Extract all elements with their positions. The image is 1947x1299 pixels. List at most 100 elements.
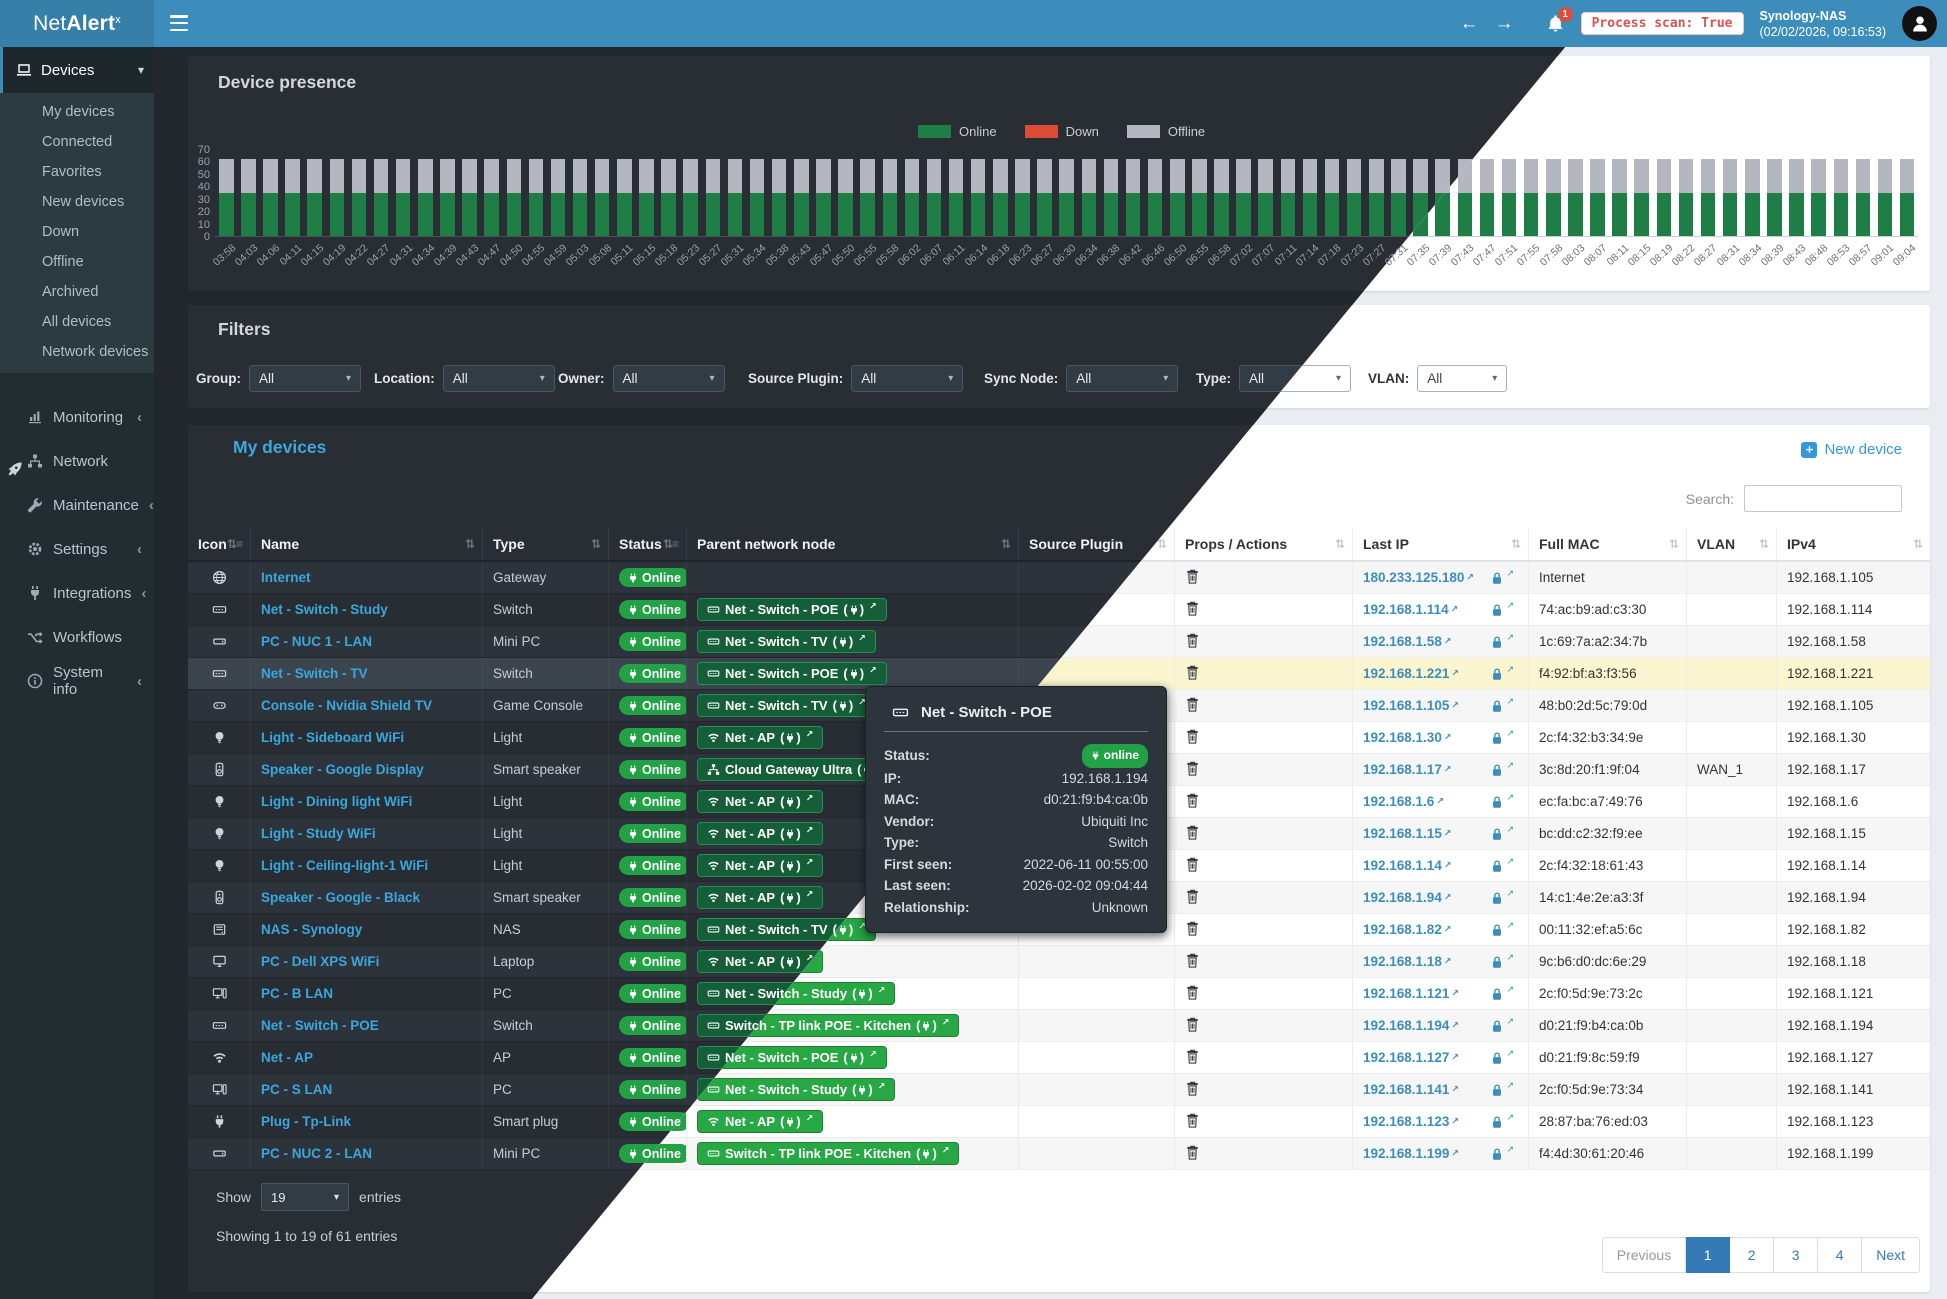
parent-node-button[interactable]: Net - AP () ↗ <box>697 790 824 813</box>
parent-node-button[interactable]: Net - Switch - POE () ↗ <box>697 1046 887 1069</box>
last-ip-link[interactable]: 192.168.1.199 <box>1363 1146 1450 1161</box>
lock-icon[interactable]: ↗ <box>1490 728 1514 745</box>
parent-node-button[interactable]: Net - AP () ↗ <box>697 854 824 877</box>
pagination-3-page[interactable]: 3 <box>1774 1237 1819 1273</box>
parent-node-button[interactable]: Net - AP () ↗ <box>697 886 824 909</box>
last-ip-link[interactable]: 180.233.125.180 <box>1363 570 1465 585</box>
last-ip-link[interactable]: 192.168.1.141 <box>1363 1082 1450 1097</box>
column-header-vlan[interactable]: VLAN ⇅ <box>1686 528 1776 560</box>
column-header-name[interactable]: Name ⇅ <box>250 528 482 560</box>
parent-node-button[interactable]: Net - AP () ↗ <box>697 950 824 973</box>
column-header-props-actions[interactable]: Props / Actions ⇅ <box>1174 528 1352 560</box>
sidebar-item-network[interactable]: Network <box>0 439 154 483</box>
sidebar-item-my-devices[interactable]: My devices <box>42 104 115 120</box>
last-ip-link[interactable]: 192.168.1.6 <box>1363 794 1435 809</box>
sidebar-item-archived[interactable]: Archived <box>42 284 99 300</box>
filter-source-plugin-select[interactable]: All ▾ <box>851 365 964 392</box>
last-ip-link[interactable]: 192.168.1.58 <box>1363 634 1442 649</box>
device-name-link[interactable]: Speaker - Google - Black <box>261 890 421 905</box>
lock-icon[interactable]: ↗ <box>1490 1016 1514 1033</box>
device-name-link[interactable]: Light - Ceiling-light-1 WiFi <box>261 858 429 873</box>
delete-device-button[interactable] <box>1185 921 1200 939</box>
lock-icon[interactable]: ↗ <box>1490 600 1514 617</box>
sidebar-item-network-devices[interactable]: Network devices <box>42 344 149 360</box>
sidebar-item-maintenance[interactable]: Maintenance ‹ <box>0 483 154 527</box>
last-ip-link[interactable]: 192.168.1.17 <box>1363 762 1442 777</box>
lock-icon[interactable]: ↗ <box>1490 664 1514 681</box>
pagination-4-page[interactable]: 4 <box>1818 1237 1863 1273</box>
parent-node-button[interactable]: Net - AP () ↗ <box>697 822 824 845</box>
device-name-link[interactable]: Speaker - Google Display <box>261 762 424 777</box>
last-ip-link[interactable]: 192.168.1.94 <box>1363 890 1442 905</box>
filter-owner-select[interactable]: All ▾ <box>612 365 725 392</box>
device-name-link[interactable]: Plug - Tp-Link <box>261 1114 351 1129</box>
parent-node-button[interactable]: Net - Switch - TV () ↗ <box>697 630 876 653</box>
filter-vlan-select[interactable]: All ▾ <box>1417 365 1508 392</box>
parent-node-button[interactable]: Net - AP () ↗ <box>697 1110 824 1133</box>
lock-icon[interactable]: ↗ <box>1490 760 1514 777</box>
device-name-link[interactable]: Console - Nvidia Shield TV <box>261 698 433 713</box>
column-header-full-mac[interactable]: Full MAC ⇅ <box>1528 528 1686 560</box>
delete-device-button[interactable] <box>1185 729 1200 747</box>
parent-node-button[interactable]: Net - Switch - POE () ↗ <box>697 598 887 621</box>
lock-icon[interactable]: ↗ <box>1490 568 1514 585</box>
delete-device-button[interactable] <box>1185 889 1200 907</box>
delete-device-button[interactable] <box>1185 825 1200 843</box>
delete-device-button[interactable] <box>1185 761 1200 779</box>
pagination-next[interactable]: Next <box>1862 1237 1920 1273</box>
forward-icon[interactable]: → <box>1494 13 1514 34</box>
lock-icon[interactable]: ↗ <box>1490 1080 1514 1097</box>
device-name-link[interactable]: Light - Sideboard WiFi <box>261 730 405 745</box>
column-header-last-ip[interactable]: Last IP ⇅ <box>1352 528 1528 560</box>
sidebar-item-offline[interactable]: Offline <box>42 254 84 270</box>
lock-icon[interactable]: ↗ <box>1490 856 1514 873</box>
sidebar-item-new-devices[interactable]: New devices <box>42 194 125 210</box>
device-name-link[interactable]: PC - S LAN <box>261 1082 333 1097</box>
device-name-link[interactable]: Net - Switch - Study <box>261 602 388 617</box>
parent-node-button[interactable]: Net - AP () ↗ <box>697 726 824 749</box>
filter-group-select[interactable]: All ▾ <box>249 365 361 392</box>
column-header-ipv4[interactable]: IPv4 ⇅ <box>1776 528 1930 560</box>
parent-node-button[interactable]: Net - Switch - POE () ↗ <box>697 662 887 685</box>
device-name-link[interactable]: NAS - Synology <box>261 922 363 937</box>
parent-node-button[interactable]: Net - Switch - TV () ↗ <box>697 694 876 717</box>
device-name-link[interactable]: PC - B LAN <box>261 986 333 1001</box>
entries-select[interactable]: 19▾ <box>261 1183 350 1211</box>
pagination-1-page[interactable]: 1 <box>1686 1237 1731 1273</box>
delete-device-button[interactable] <box>1185 569 1200 587</box>
last-ip-link[interactable]: 192.168.1.194 <box>1363 1018 1450 1033</box>
delete-device-button[interactable] <box>1185 857 1200 875</box>
filter-location-select[interactable]: All ▾ <box>442 365 555 392</box>
lock-icon[interactable]: ↗ <box>1490 632 1514 649</box>
delete-device-button[interactable] <box>1185 665 1200 683</box>
lock-icon[interactable]: ↗ <box>1490 696 1514 713</box>
pagination-2-page[interactable]: 2 <box>1730 1237 1775 1273</box>
device-name-link[interactable]: Internet <box>261 570 311 585</box>
new-device-button[interactable]: New device <box>1801 441 1902 458</box>
last-ip-link[interactable]: 192.168.1.30 <box>1363 730 1442 745</box>
last-ip-link[interactable]: 192.168.1.14 <box>1363 858 1442 873</box>
column-header-type[interactable]: Type ⇅ <box>482 528 608 560</box>
device-name-link[interactable]: Light - Study WiFi <box>261 826 376 841</box>
delete-device-button[interactable] <box>1185 953 1200 971</box>
last-ip-link[interactable]: 192.168.1.123 <box>1363 1114 1450 1129</box>
lock-icon[interactable]: ↗ <box>1490 1144 1514 1161</box>
lock-icon[interactable]: ↗ <box>1490 1048 1514 1065</box>
delete-device-button[interactable] <box>1185 1145 1200 1163</box>
sidebar-item-favorites[interactable]: Favorites <box>42 164 102 180</box>
lock-icon[interactable]: ↗ <box>1490 952 1514 969</box>
delete-device-button[interactable] <box>1185 985 1200 1003</box>
column-header-parent-network-node[interactable]: Parent network node ⇅ <box>686 528 1018 560</box>
last-ip-link[interactable]: 192.168.1.18 <box>1363 954 1442 969</box>
sidebar-item-system-info[interactable]: System info ‹ <box>0 659 154 703</box>
notifications-bell-icon[interactable]: 1 <box>1546 7 1573 33</box>
last-ip-link[interactable]: 192.168.1.82 <box>1363 922 1442 937</box>
lock-icon[interactable]: ↗ <box>1490 920 1514 937</box>
last-ip-link[interactable]: 192.168.1.15 <box>1363 826 1442 841</box>
lock-icon[interactable]: ↗ <box>1490 1112 1514 1129</box>
delete-device-button[interactable] <box>1185 1017 1200 1035</box>
sidebar-item-devices[interactable]: Devices ▾ <box>0 47 154 93</box>
menu-toggle-icon[interactable] <box>170 15 188 31</box>
parent-node-button[interactable]: Switch - TP link POE - Kitchen () ↗ <box>697 1142 960 1165</box>
